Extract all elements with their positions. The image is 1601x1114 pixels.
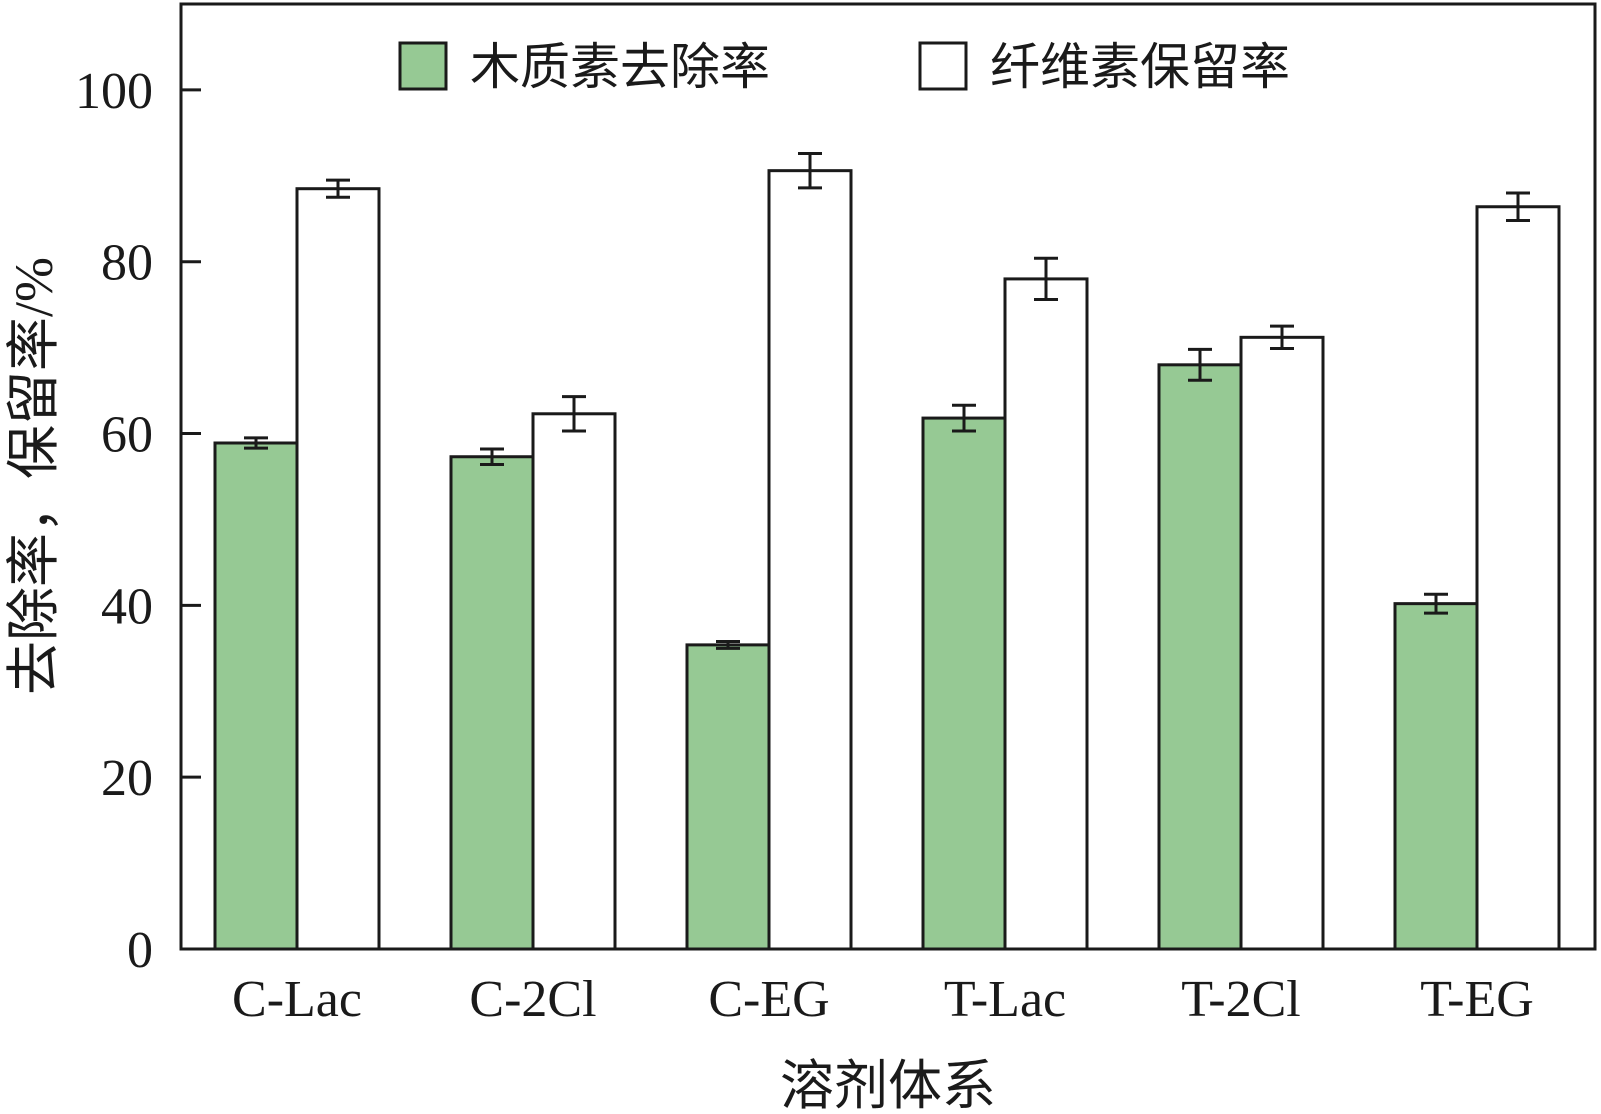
error-bar-lignin-c-lac [244,436,268,450]
x-tick-label-t-2cl: T-2Cl [1181,971,1300,1028]
bar-cellulose-t-eg [1475,205,1561,951]
x-tick-label-c-lac: C-Lac [232,971,362,1028]
y-tick-label-100: 100 [75,63,153,120]
bar-lignin-t-lac [921,416,1007,951]
bars-layer [213,169,1561,951]
x-tick-label-t-eg: T-EG [1420,971,1534,1028]
x-tick-label-c-eg: C-EG [708,971,829,1028]
legend-label-lignin: 木质素去除率 [470,39,770,95]
x-axis: C-Lac C-2Cl C-EG T-Lac T-2Cl T-EG [232,935,1534,1028]
legend-label-cellulose: 纤维素保留率 [990,39,1290,95]
bar-lignin-t-eg [1393,602,1479,951]
plot-frame [179,2,1597,951]
error-bar-lignin-t-eg [1424,592,1448,615]
error-bar-lignin-c-2cl [480,447,504,466]
x-tick-label-t-lac: T-Lac [944,971,1066,1028]
error-bar-cellulose-c-lac [326,178,350,199]
error-bar-cellulose-t-eg [1506,191,1530,222]
bar-cellulose-t-2cl [1239,335,1325,951]
error-bar-cellulose-c-eg [798,151,822,190]
bar-lignin-c-lac [213,441,299,951]
y-axis-title: 去除率，保留率/% [4,257,64,695]
error-bar-cellulose-t-2cl [1270,324,1294,350]
y-tick-label-0: 0 [127,922,153,979]
y-axis: 0 20 40 60 80 100 [75,63,201,979]
error-bar-cellulose-t-lac [1034,256,1058,302]
y-tick-label-40: 40 [101,578,153,635]
y-tick-label-20: 20 [101,750,153,807]
x-axis-title: 溶剂体系 [780,1056,996,1114]
legend-swatch-lignin [398,41,448,91]
error-bar-lignin-t-lac [952,403,976,433]
error-bar-lignin-t-2cl [1188,347,1212,382]
y-tick-label-60: 60 [101,407,153,464]
bar-lignin-t-2cl [1157,363,1243,951]
bar-cellulose-c-eg [767,169,853,951]
error-bar-cellulose-c-2cl [562,395,586,433]
bar-lignin-c-2cl [449,455,535,951]
legend: 木质素去除率 纤维素保留率 [398,39,1290,95]
bar-cellulose-t-lac [1003,277,1089,951]
bar-cellulose-c-2cl [531,412,617,951]
error-bar-lignin-c-eg [716,639,740,650]
error-bars-layer [244,151,1530,650]
bar-cellulose-c-lac [295,187,381,951]
y-tick-label-80: 80 [101,235,153,292]
x-tick-label-c-2cl: C-2Cl [469,971,596,1028]
legend-swatch-cellulose [918,41,968,91]
bar-lignin-c-eg [685,643,771,951]
